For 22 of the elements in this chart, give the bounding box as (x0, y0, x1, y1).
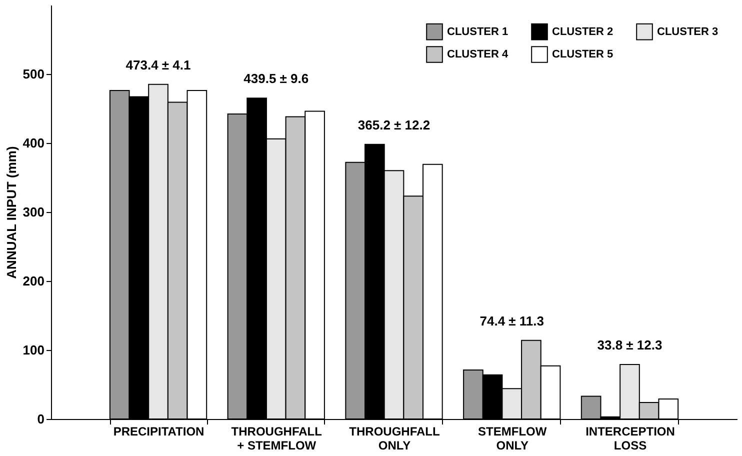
y-tick-label: 100 (22, 342, 44, 358)
annotation: 365.2 ± 12.2 (358, 117, 430, 132)
y-tick-label: 0 (37, 412, 44, 426)
x-tick-label: STEMFLOW ONLY (478, 424, 548, 452)
legend-label: CLUSTER 4 (447, 48, 509, 60)
x-tick-label: THROUGHFALL ONLY (349, 424, 440, 452)
legend-label: CLUSTER 1 (447, 26, 508, 38)
annotation: 33.8 ± 12.3 (597, 337, 662, 352)
annotation: 473.4 ± 4.1 (126, 57, 191, 72)
y-tick-label: 200 (22, 274, 44, 288)
y-tick-label: 300 (22, 204, 44, 220)
annotation: 74.4 ± 11.3 (480, 313, 544, 328)
x-tick-label: INTERCEPTION LOSS (586, 424, 675, 452)
legend-label: CLUSTER 3 (657, 26, 718, 38)
legend-label: CLUSTER 2 (552, 26, 614, 38)
x-tick-label: PRECIPITATION (113, 424, 204, 438)
x-tick-label: THROUGHFALL + STEMFLOW (231, 424, 322, 452)
annotation: 439.5 ± 9.6 (244, 71, 309, 86)
y-tick-label: 500 (22, 66, 44, 82)
legend-label: CLUSTER 5 (552, 48, 614, 60)
y-tick-label: 400 (22, 136, 44, 150)
y-axis-title: ANNUAL INPUT (mm) (4, 146, 19, 279)
